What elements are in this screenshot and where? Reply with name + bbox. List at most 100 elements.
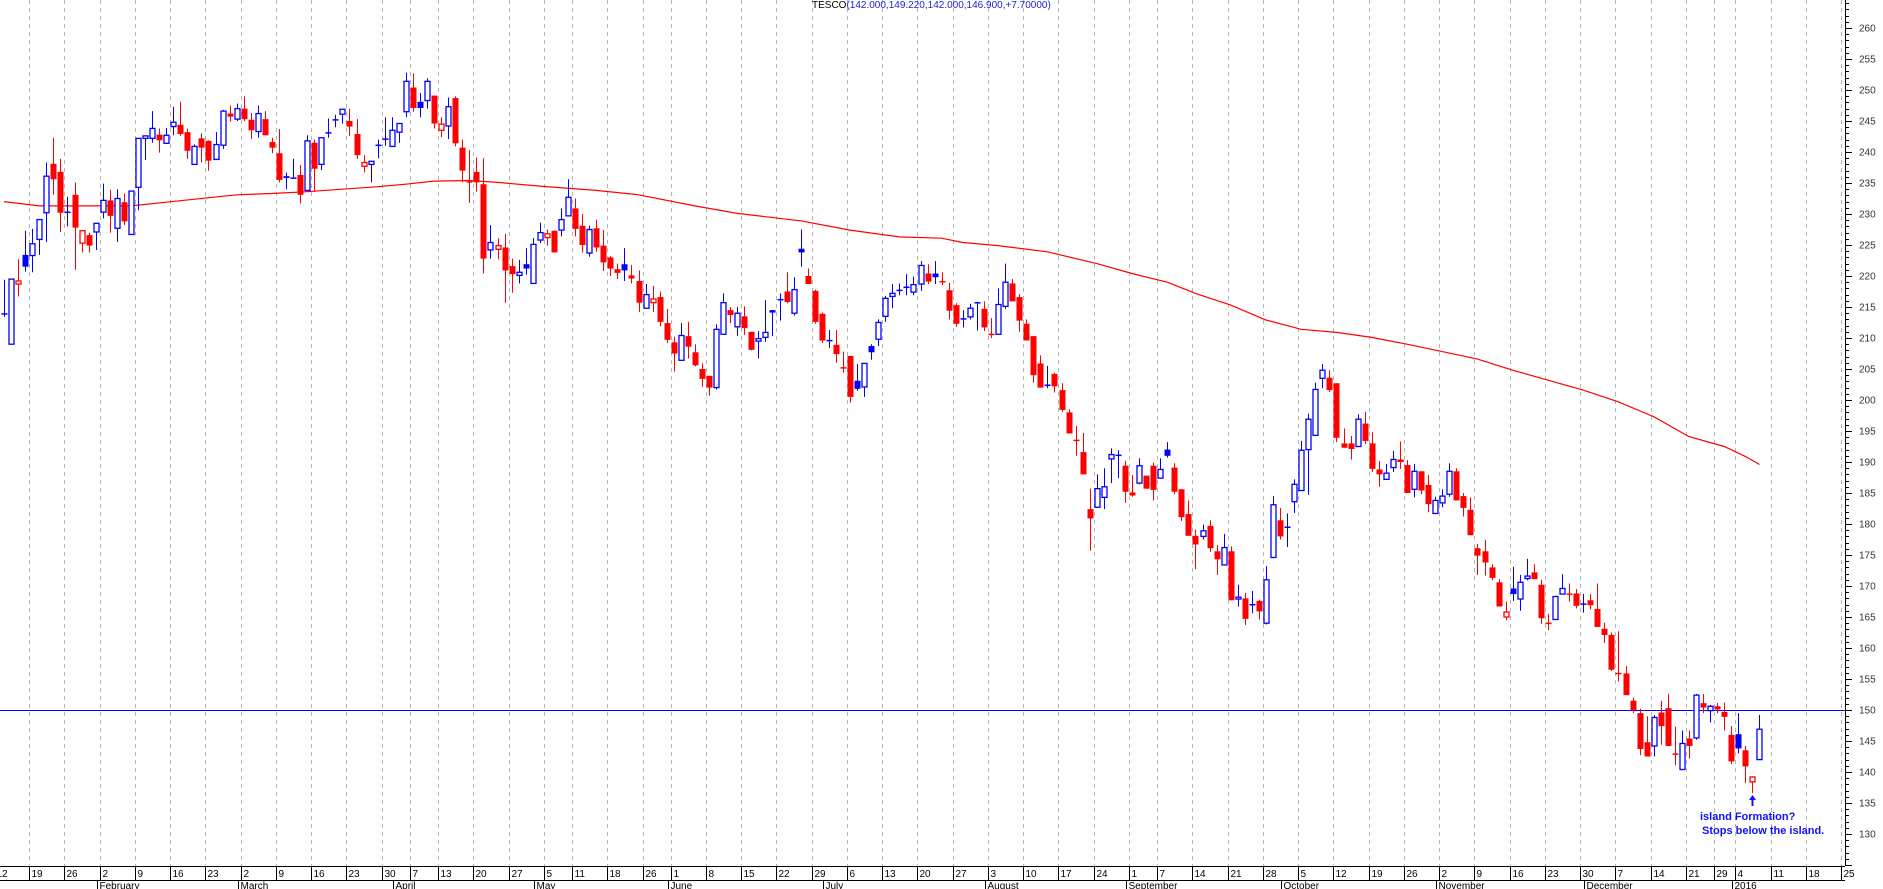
candle-body <box>1594 608 1601 627</box>
candle <box>1756 714 1763 761</box>
candle-body <box>1157 468 1164 479</box>
candle <box>1256 599 1263 620</box>
candle-body <box>1326 377 1333 391</box>
candle-body <box>974 302 981 304</box>
candle-body <box>396 122 403 133</box>
candle-body <box>932 273 939 278</box>
candle <box>205 140 212 171</box>
candle <box>1305 413 1312 495</box>
y-tick-label: 135 <box>1859 799 1876 810</box>
y-tick-label: 235 <box>1859 179 1876 190</box>
candle-body <box>213 143 220 161</box>
candle <box>1143 475 1150 489</box>
candle-body <box>1721 711 1728 717</box>
candle <box>1411 463 1418 498</box>
candle <box>734 307 741 337</box>
candle-body <box>382 138 389 140</box>
candle-body <box>227 113 234 117</box>
candle <box>1235 584 1242 607</box>
x-tick-label: 29 <box>1717 869 1729 880</box>
candle <box>544 229 551 246</box>
month-label: May <box>537 881 556 889</box>
candle <box>191 144 198 166</box>
x-tick-label: 23 <box>1548 869 1560 880</box>
candle-body <box>1686 738 1693 746</box>
candle-body <box>1122 465 1129 492</box>
candle-body <box>1136 465 1143 484</box>
candle <box>1608 632 1615 671</box>
candle <box>22 230 29 272</box>
month-label: July <box>826 881 844 889</box>
candle-body <box>100 199 107 213</box>
candle <box>135 137 142 211</box>
candle-body <box>1623 673 1630 696</box>
candle <box>1030 336 1037 383</box>
x-tick-label: 1 <box>674 869 680 880</box>
candle-body <box>1467 509 1474 536</box>
y-tick-label: 240 <box>1859 148 1876 159</box>
candle <box>1009 279 1016 302</box>
moving-average <box>3 179 1760 466</box>
candle <box>339 108 346 124</box>
candle <box>1728 726 1735 764</box>
candle-body <box>1672 753 1679 755</box>
candle <box>100 183 107 219</box>
x-tick-label: 9 <box>1477 869 1483 880</box>
candle <box>1291 479 1298 513</box>
y-tick-label: 180 <box>1859 520 1876 531</box>
candle-body <box>1009 283 1016 302</box>
candle-body <box>1742 750 1749 767</box>
candle-body <box>1489 567 1496 578</box>
x-tick-label: 23 <box>208 869 220 880</box>
gridlines <box>29 0 1842 866</box>
candle-body <box>1376 469 1383 475</box>
candle <box>241 96 248 121</box>
candle-body <box>502 247 509 271</box>
y-tick-label: 170 <box>1859 582 1876 593</box>
candle-body <box>93 222 100 233</box>
x-tick-label: 17 <box>1061 869 1073 880</box>
candle-body <box>692 352 699 366</box>
candle <box>8 278 15 345</box>
candle <box>769 310 776 337</box>
candle-body <box>861 362 868 388</box>
candle <box>64 196 71 227</box>
month-label: October <box>1284 881 1320 889</box>
candle-body <box>1355 418 1362 448</box>
candle <box>593 219 600 252</box>
candle <box>953 303 960 327</box>
candle <box>1319 364 1326 389</box>
candle-body <box>636 280 643 303</box>
candle <box>1446 463 1453 497</box>
candle <box>1580 594 1587 613</box>
arrow-head <box>1749 795 1756 800</box>
candle-body <box>889 292 896 298</box>
candle <box>1228 546 1235 601</box>
candle <box>946 282 953 320</box>
candle-body <box>459 147 466 171</box>
candle <box>1376 460 1383 487</box>
candle <box>1566 583 1573 602</box>
y-tick-label: 225 <box>1859 241 1876 252</box>
candle <box>1333 383 1340 443</box>
candle <box>86 232 93 253</box>
candle <box>410 73 417 112</box>
candle-body <box>819 313 826 341</box>
candle <box>170 106 177 136</box>
candle-body <box>1073 439 1080 442</box>
candle <box>1496 579 1503 607</box>
candle <box>424 78 431 109</box>
x-tick-label: 26 <box>67 869 79 880</box>
candle-body <box>1637 713 1644 750</box>
candle <box>495 238 502 260</box>
month-label: April <box>396 881 416 889</box>
candle <box>1742 745 1749 784</box>
candle-body <box>777 298 784 301</box>
candle-body <box>854 380 861 389</box>
candle-body <box>685 336 692 347</box>
candle-body <box>466 181 473 183</box>
y-tick-label: 150 <box>1859 706 1876 717</box>
candle-body <box>1051 373 1058 387</box>
candle-body <box>875 321 882 340</box>
